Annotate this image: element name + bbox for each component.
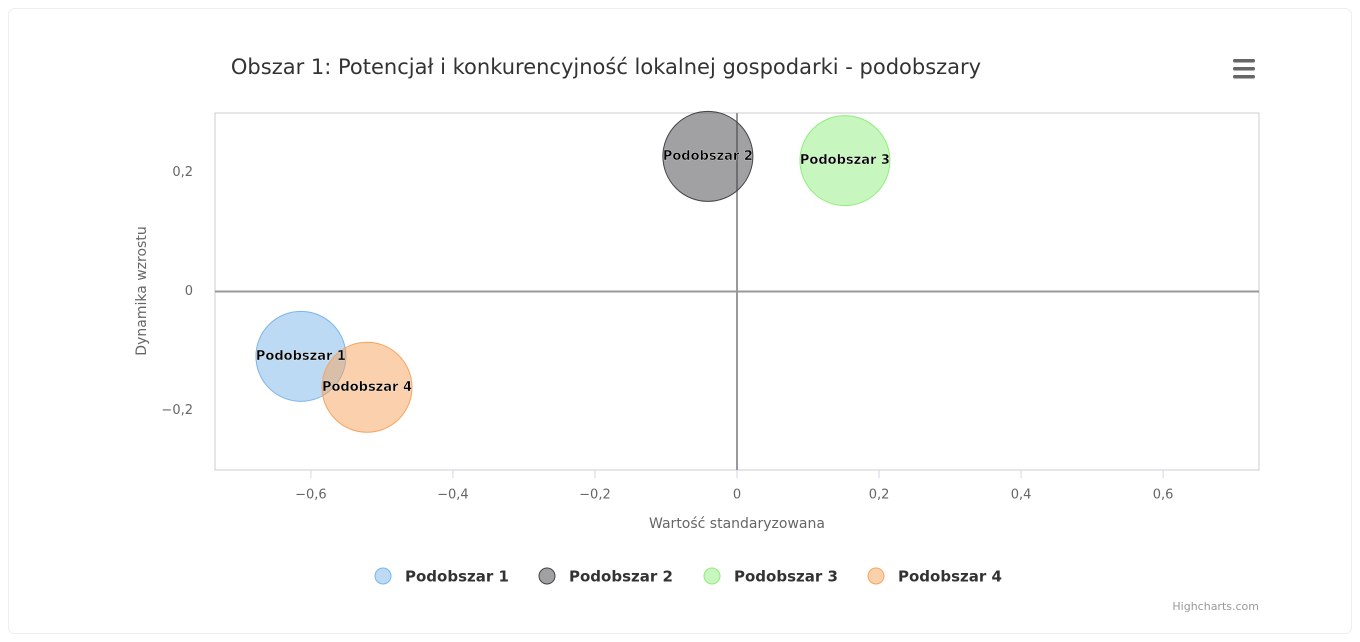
legend-item[interactable]: Podobszar 2 (538, 567, 673, 586)
x-tick-label: 0 (733, 488, 741, 503)
x-tick-label: 0,4 (1011, 488, 1032, 503)
bubble (321, 341, 413, 433)
legend-marker[interactable] (867, 567, 885, 585)
legend-item[interactable]: Podobszar 1 (374, 567, 509, 586)
menu-bar[interactable] (1233, 67, 1255, 71)
frame (8, 8, 1352, 634)
legend-label[interactable]: Podobszar 1 (405, 568, 509, 586)
legend-label[interactable]: Podobszar 4 (898, 568, 1002, 586)
legend-marker[interactable] (703, 567, 721, 585)
y-axis-label: Dynamika wzrostu (134, 226, 150, 355)
y-tick-label: 0 (185, 284, 193, 299)
y-tick-label: 0,2 (172, 165, 193, 180)
chart-title: Obszar 1: Potencjał i konkurencyjność lo… (231, 55, 981, 79)
data-label: Podobszar 2 (663, 149, 753, 164)
x-tick-label: 0,2 (869, 488, 890, 503)
y-tick-label: −0,2 (161, 403, 193, 418)
menu-button[interactable] (1233, 59, 1255, 79)
bubble (662, 110, 754, 202)
legend-item[interactable]: Podobszar 3 (703, 567, 838, 586)
data-label: Podobszar 4 (322, 380, 412, 395)
bubble (799, 115, 891, 207)
menu-bar[interactable] (1233, 59, 1255, 63)
legend-item[interactable]: Podobszar 4 (867, 567, 1002, 586)
x-tick-label: −0,6 (295, 488, 327, 503)
x-tick-label: 0,6 (1153, 488, 1174, 503)
legend-label[interactable]: Podobszar 3 (734, 568, 838, 586)
x-tick-label: −0,2 (579, 488, 611, 503)
data-label: Podobszar 1 (256, 349, 346, 364)
legend-marker[interactable] (374, 567, 392, 585)
x-tick-label: −0,4 (437, 488, 469, 503)
legend-label[interactable]: Podobszar 2 (569, 568, 673, 586)
menu-bar[interactable] (1233, 75, 1255, 79)
x-axis-label: Wartość standaryzowana (649, 516, 825, 532)
data-label: Podobszar 3 (800, 153, 890, 168)
legend-marker[interactable] (538, 567, 556, 585)
credits: Highcharts.com (1172, 600, 1259, 613)
